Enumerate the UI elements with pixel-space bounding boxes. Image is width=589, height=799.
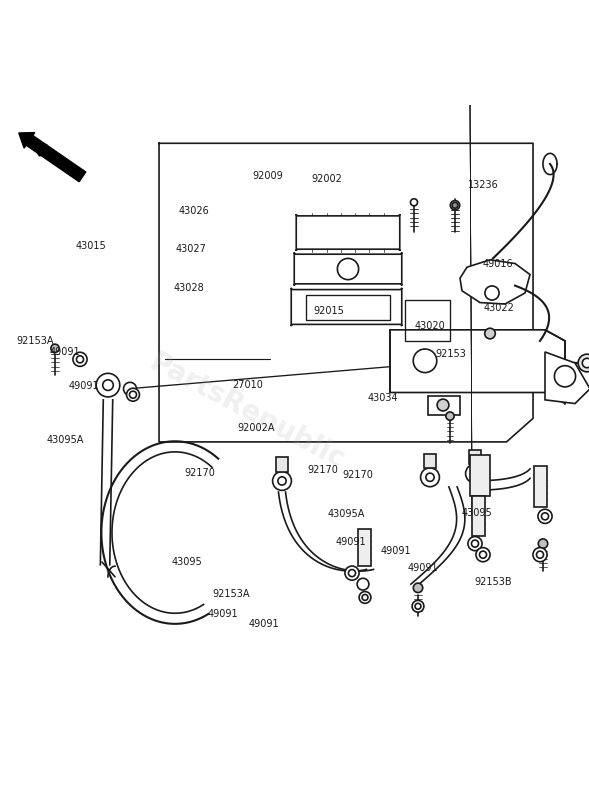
Text: 92002: 92002 — [312, 173, 342, 184]
Circle shape — [541, 513, 548, 520]
FancyBboxPatch shape — [294, 252, 402, 285]
Circle shape — [446, 412, 454, 420]
Bar — [358, 529, 371, 566]
Circle shape — [345, 566, 359, 580]
Circle shape — [533, 547, 547, 562]
Circle shape — [349, 570, 356, 577]
Circle shape — [278, 477, 286, 485]
Text: 49091: 49091 — [336, 537, 366, 547]
Circle shape — [465, 464, 484, 483]
Circle shape — [77, 356, 84, 363]
Circle shape — [413, 583, 423, 593]
Text: 49091: 49091 — [249, 619, 279, 630]
Circle shape — [96, 373, 120, 397]
Circle shape — [538, 509, 552, 523]
Circle shape — [538, 539, 548, 548]
Text: 13236: 13236 — [468, 180, 498, 189]
Polygon shape — [390, 330, 565, 392]
FancyBboxPatch shape — [291, 288, 402, 326]
Circle shape — [554, 366, 575, 387]
Circle shape — [273, 471, 292, 491]
Text: 92170: 92170 — [307, 465, 338, 475]
Text: 49091: 49091 — [380, 547, 411, 556]
Text: 92009: 92009 — [253, 171, 283, 181]
Circle shape — [578, 354, 589, 372]
Circle shape — [357, 578, 369, 590]
Text: 43095A: 43095A — [327, 509, 365, 519]
Text: 43026: 43026 — [179, 206, 210, 216]
Circle shape — [468, 537, 482, 551]
Circle shape — [127, 388, 140, 401]
Text: 43095A: 43095A — [46, 435, 84, 444]
Circle shape — [426, 473, 434, 481]
Circle shape — [452, 202, 458, 209]
Text: 92170: 92170 — [185, 468, 216, 478]
Bar — [423, 454, 436, 468]
Text: 92153: 92153 — [435, 348, 466, 359]
Bar — [468, 450, 481, 464]
Circle shape — [437, 400, 449, 411]
Circle shape — [412, 600, 424, 612]
Circle shape — [51, 344, 59, 352]
Bar — [534, 466, 547, 507]
Text: 43028: 43028 — [173, 283, 204, 292]
Text: 92002A: 92002A — [237, 423, 275, 433]
Circle shape — [411, 199, 418, 206]
Circle shape — [337, 258, 359, 280]
Text: 27010: 27010 — [232, 380, 263, 391]
FancyArrow shape — [19, 133, 86, 181]
Circle shape — [479, 551, 487, 559]
Bar — [306, 295, 390, 320]
Bar — [276, 457, 289, 471]
Circle shape — [362, 594, 368, 600]
Circle shape — [359, 591, 371, 603]
Text: 43022: 43022 — [484, 303, 515, 313]
Circle shape — [583, 358, 589, 368]
Circle shape — [471, 540, 478, 547]
Text: 49091: 49091 — [207, 610, 238, 619]
Bar — [470, 455, 490, 495]
Text: 43034: 43034 — [368, 393, 398, 403]
Text: 92153B: 92153B — [475, 577, 512, 587]
Text: 43015: 43015 — [76, 241, 107, 252]
Bar — [405, 300, 450, 341]
Text: 43020: 43020 — [415, 321, 445, 331]
Polygon shape — [428, 396, 460, 415]
Text: 49091: 49091 — [49, 348, 80, 357]
Circle shape — [413, 349, 437, 372]
Text: 43095: 43095 — [462, 507, 492, 518]
Text: 49091: 49091 — [68, 381, 99, 391]
Circle shape — [73, 352, 87, 367]
Text: 92153A: 92153A — [212, 589, 250, 599]
Polygon shape — [460, 260, 530, 304]
Circle shape — [102, 380, 113, 391]
Circle shape — [124, 383, 137, 396]
Circle shape — [130, 392, 137, 398]
Circle shape — [537, 551, 544, 559]
Text: 92153A: 92153A — [16, 336, 54, 346]
Polygon shape — [545, 352, 589, 403]
Circle shape — [485, 286, 499, 300]
Text: 43027: 43027 — [176, 244, 207, 254]
Circle shape — [471, 470, 479, 478]
Circle shape — [476, 547, 490, 562]
Text: 49091: 49091 — [408, 563, 438, 573]
Circle shape — [450, 201, 459, 210]
Text: 92170: 92170 — [343, 470, 373, 480]
Text: 92015: 92015 — [313, 306, 344, 316]
Text: 49016: 49016 — [482, 259, 513, 269]
Text: PartsRepublic: PartsRepublic — [145, 348, 350, 475]
Circle shape — [485, 328, 495, 339]
Circle shape — [421, 468, 439, 487]
Text: 43095: 43095 — [172, 557, 203, 567]
Circle shape — [415, 603, 421, 609]
FancyBboxPatch shape — [296, 214, 400, 251]
Bar — [472, 495, 485, 536]
